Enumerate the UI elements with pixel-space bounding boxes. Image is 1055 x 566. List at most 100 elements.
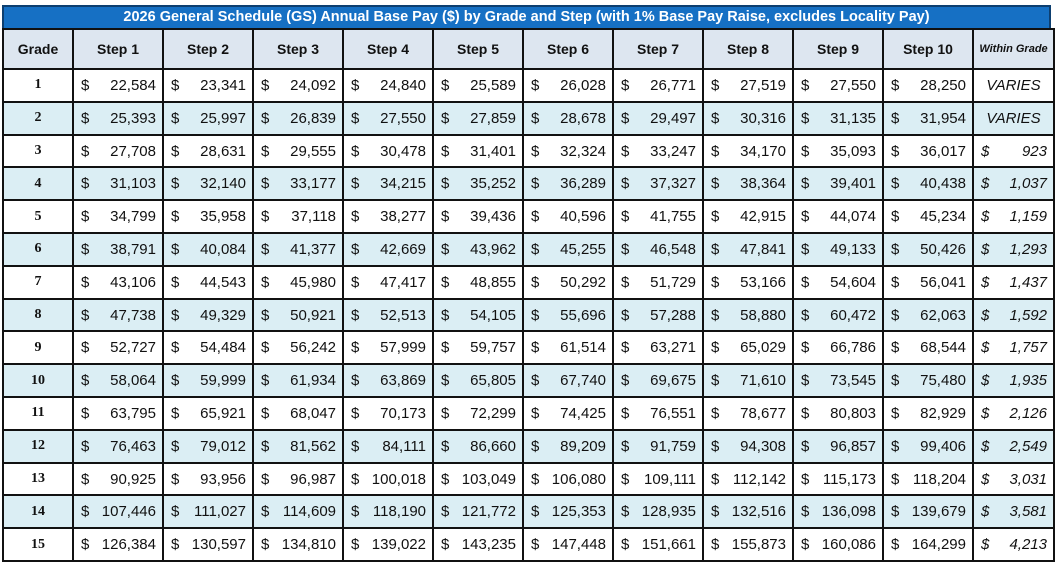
pay-cell: $34,170 bbox=[702, 133, 794, 169]
grade-cell: 12 bbox=[2, 428, 74, 464]
pay-value: 40,084 bbox=[200, 240, 246, 258]
pay-cell: $82,929 bbox=[882, 395, 974, 431]
within-grade-cell: $4,213 bbox=[972, 527, 1055, 562]
pay-value: 27,859 bbox=[470, 109, 516, 127]
grade-cell: 10 bbox=[2, 363, 74, 398]
pay-value: 30,316 bbox=[740, 109, 786, 127]
within-grade-value: 4,213 bbox=[1009, 536, 1047, 554]
pay-cell: $65,921 bbox=[162, 395, 254, 431]
pay-value: 81,562 bbox=[290, 437, 336, 455]
currency-symbol: $ bbox=[711, 175, 720, 193]
pay-value: 76,463 bbox=[110, 437, 156, 455]
currency-symbol: $ bbox=[621, 536, 630, 554]
pay-cell: $58,064 bbox=[72, 363, 164, 398]
pay-cell: $143,235 bbox=[432, 527, 524, 562]
within-grade-value: 3,581 bbox=[1009, 503, 1047, 521]
currency-symbol: $ bbox=[171, 404, 180, 422]
pay-cell: $32,140 bbox=[162, 166, 254, 202]
pay-value: 111,027 bbox=[194, 503, 246, 521]
within-grade-value: 1,592 bbox=[1009, 306, 1047, 324]
currency-symbol: $ bbox=[621, 306, 630, 324]
currency-symbol: $ bbox=[801, 240, 810, 258]
currency-symbol: $ bbox=[81, 470, 90, 488]
column-header: Step 10 bbox=[882, 28, 974, 70]
currency-symbol: $ bbox=[441, 208, 450, 226]
table-row: 14 $107,446 $111,027 $114,609 $118,190 $121,7… bbox=[2, 494, 1055, 530]
currency-symbol: $ bbox=[261, 273, 270, 291]
pay-value: 125,353 bbox=[551, 503, 606, 521]
within-grade-cell: $1,935 bbox=[972, 363, 1055, 398]
pay-cell: $54,105 bbox=[432, 297, 524, 333]
currency-symbol: $ bbox=[171, 240, 180, 258]
currency-symbol: $ bbox=[261, 240, 270, 258]
currency-symbol: $ bbox=[981, 470, 990, 488]
pay-cell: $96,987 bbox=[252, 461, 344, 497]
pay-value: 28,631 bbox=[200, 142, 246, 160]
pay-cell: $50,426 bbox=[882, 231, 974, 267]
pay-value: 49,329 bbox=[200, 306, 246, 324]
pay-cell: $45,255 bbox=[522, 231, 614, 267]
pay-cell: $35,958 bbox=[162, 199, 254, 234]
currency-symbol: $ bbox=[891, 470, 900, 488]
currency-symbol: $ bbox=[531, 273, 540, 291]
currency-symbol: $ bbox=[171, 437, 180, 455]
pay-cell: $54,484 bbox=[162, 330, 254, 366]
pay-value: 47,841 bbox=[740, 240, 786, 258]
pay-cell: $90,925 bbox=[72, 461, 164, 497]
pay-value: 118,204 bbox=[912, 470, 966, 488]
pay-cell: $32,324 bbox=[522, 133, 614, 169]
pay-cell: $94,308 bbox=[702, 428, 794, 464]
pay-cell: $91,759 bbox=[612, 428, 704, 464]
pay-cell: $33,177 bbox=[252, 166, 344, 202]
currency-symbol: $ bbox=[351, 470, 360, 488]
pay-cell: $49,329 bbox=[162, 297, 254, 333]
currency-symbol: $ bbox=[261, 339, 270, 357]
pay-value: 47,738 bbox=[110, 306, 156, 324]
pay-cell: $38,364 bbox=[702, 166, 794, 202]
grade-cell: 4 bbox=[2, 166, 74, 202]
pay-cell: $75,480 bbox=[882, 363, 974, 398]
table-row: 4 $31,103 $32,140 $33,177 $34,215 $35,252 $36,… bbox=[2, 166, 1055, 202]
pay-value: 82,929 bbox=[920, 404, 966, 422]
pay-cell: $41,755 bbox=[612, 199, 704, 234]
pay-value: 68,544 bbox=[920, 339, 966, 357]
pay-value: 36,289 bbox=[560, 175, 606, 193]
currency-symbol: $ bbox=[351, 273, 360, 291]
table-row: 12 $76,463 $79,012 $81,562 $84,111 $86,660 $89… bbox=[2, 428, 1055, 464]
currency-symbol: $ bbox=[441, 503, 450, 521]
currency-symbol: $ bbox=[81, 240, 90, 258]
pay-value: 134,810 bbox=[281, 536, 336, 554]
pay-cell: $106,080 bbox=[522, 461, 614, 497]
pay-cell: $61,934 bbox=[252, 363, 344, 398]
pay-value: 26,771 bbox=[650, 77, 696, 94]
pay-value: 49,133 bbox=[830, 240, 876, 258]
pay-cell: $25,393 bbox=[72, 100, 164, 136]
pay-value: 86,660 bbox=[470, 437, 516, 455]
pay-cell: $40,596 bbox=[522, 199, 614, 234]
pay-value: 58,880 bbox=[740, 306, 786, 324]
currency-symbol: $ bbox=[171, 273, 180, 291]
pay-value: 41,377 bbox=[290, 240, 336, 258]
pay-value: 30,478 bbox=[380, 142, 426, 160]
currency-symbol: $ bbox=[711, 142, 720, 160]
currency-symbol: $ bbox=[981, 437, 990, 455]
currency-symbol: $ bbox=[711, 240, 720, 258]
pay-value: 72,299 bbox=[470, 404, 516, 422]
grade-cell: 15 bbox=[2, 527, 74, 562]
within-grade-cell: $1,757 bbox=[972, 330, 1055, 366]
pay-value: 121,772 bbox=[461, 503, 516, 521]
currency-symbol: $ bbox=[711, 437, 720, 455]
column-header: Grade bbox=[2, 28, 74, 70]
currency-symbol: $ bbox=[441, 142, 450, 160]
pay-cell: $67,740 bbox=[522, 363, 614, 398]
pay-value: 32,324 bbox=[560, 142, 606, 160]
header-row: Grade Step 1 Step 2 Step 3 Step 4 Step 5 Step … bbox=[2, 28, 1055, 70]
pay-value: 115,173 bbox=[822, 470, 876, 488]
pay-value: 53,166 bbox=[740, 273, 786, 291]
pay-value: 41,755 bbox=[650, 208, 696, 226]
currency-symbol: $ bbox=[351, 208, 360, 226]
pay-cell: $58,880 bbox=[702, 297, 794, 333]
pay-cell: $26,771 bbox=[612, 68, 704, 103]
pay-cell: $27,550 bbox=[342, 100, 434, 136]
pay-cell: $78,677 bbox=[702, 395, 794, 431]
